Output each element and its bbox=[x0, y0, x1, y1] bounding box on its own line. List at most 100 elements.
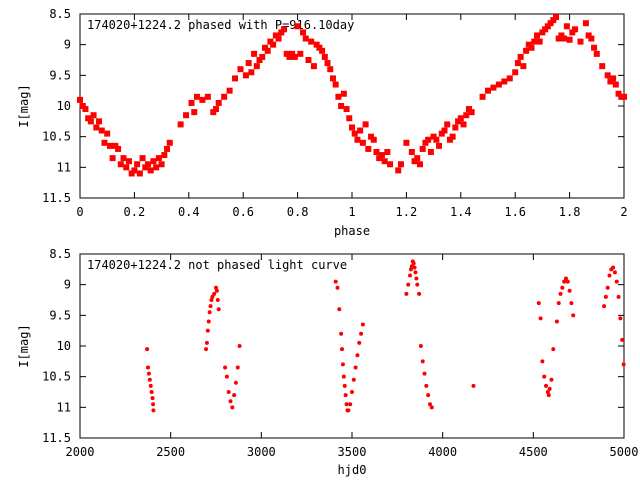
phased-data-point bbox=[582, 20, 589, 27]
phased-data-point bbox=[316, 44, 323, 51]
phased-data-point bbox=[90, 112, 97, 119]
unphased-data-point bbox=[340, 362, 345, 367]
phased-data-point bbox=[351, 130, 358, 137]
phased-data-point bbox=[460, 121, 467, 128]
phased-data-point bbox=[615, 90, 622, 97]
phased-data-point bbox=[161, 152, 168, 159]
phased-data-point bbox=[210, 109, 217, 116]
phased-data-point bbox=[248, 69, 255, 76]
phased-data-point bbox=[332, 81, 339, 88]
unphased-data-point bbox=[342, 383, 347, 388]
phased-x-tick-label: 1.2 bbox=[396, 205, 418, 219]
unphased-data-point bbox=[212, 291, 217, 296]
unphased-data-point bbox=[408, 273, 413, 278]
phased-data-point bbox=[245, 60, 252, 67]
phased-x-tick-label: 0.6 bbox=[232, 205, 254, 219]
unphased-data-point bbox=[554, 319, 559, 324]
phased-ticks: 0 0.2 0.4 0.6 0.8 1 1.2 1.4 1.6 1.8 2 8.5 9 9.5 10 10.5… bbox=[42, 7, 628, 219]
phased-data-point bbox=[506, 75, 513, 82]
phased-data-point bbox=[302, 35, 309, 42]
phased-data-point bbox=[275, 35, 282, 42]
phased-data-point bbox=[101, 139, 108, 146]
unphased-data-point bbox=[544, 383, 549, 388]
unphased-data-point bbox=[333, 279, 338, 284]
phased-data-point bbox=[517, 53, 524, 60]
phased-data-point bbox=[417, 161, 423, 168]
phased-data-point bbox=[142, 164, 149, 171]
unphased-data-point bbox=[223, 365, 228, 370]
phased-data-point bbox=[267, 38, 274, 45]
phased-data-point bbox=[419, 145, 426, 152]
phased-data-point bbox=[115, 145, 122, 152]
phased-data-point bbox=[485, 87, 491, 94]
unphased-data-point bbox=[210, 294, 215, 299]
phased-data-point bbox=[112, 142, 119, 149]
phased-data-point bbox=[338, 103, 345, 109]
phased-data-point bbox=[270, 41, 277, 48]
phased-data-point bbox=[528, 44, 535, 51]
phased-data-point bbox=[278, 29, 285, 36]
unphased-data-point bbox=[563, 276, 568, 281]
unphased-data-point bbox=[341, 374, 346, 379]
phased-data-point bbox=[525, 41, 532, 48]
unphased-data-point bbox=[546, 393, 551, 398]
phased-data-point bbox=[387, 161, 394, 168]
phased-y-tick-label: 11 bbox=[57, 160, 71, 174]
unphased-data-point bbox=[204, 347, 209, 352]
phased-data-point bbox=[588, 35, 595, 42]
unphased-data-point bbox=[355, 353, 360, 358]
unphased-data-point bbox=[204, 340, 209, 345]
unphased-data-point bbox=[360, 322, 365, 327]
unphased-data-point bbox=[427, 402, 432, 407]
phased-data-point bbox=[335, 93, 342, 100]
unphased-data-point bbox=[412, 265, 417, 270]
phased-data-point bbox=[612, 81, 619, 88]
phased-data-point bbox=[283, 50, 290, 57]
phased-data-point bbox=[395, 167, 402, 174]
unphased-data-point bbox=[560, 285, 565, 290]
phased-data-point bbox=[512, 69, 519, 76]
phased-data-point bbox=[177, 121, 184, 128]
phased-data-point bbox=[324, 60, 331, 67]
phased-x-tick-label: 0 bbox=[76, 205, 83, 219]
phased-x-axis-label: phase bbox=[334, 224, 370, 238]
phased-data-point bbox=[199, 96, 206, 103]
unphased-data-point bbox=[616, 294, 621, 299]
phased-data-point bbox=[585, 32, 592, 39]
phased-data-point bbox=[264, 47, 271, 54]
phased-data-point bbox=[531, 38, 538, 45]
unphased-data-point bbox=[549, 377, 554, 382]
unphased-data-point bbox=[536, 301, 541, 306]
phased-data-point bbox=[123, 164, 130, 171]
phased-data-point bbox=[381, 158, 388, 165]
phased-data-point bbox=[281, 26, 287, 33]
phased-data-point bbox=[128, 170, 135, 177]
unphased-data-point bbox=[215, 298, 220, 302]
phased-y-axis-label: I[mag] bbox=[17, 84, 31, 127]
phased-data-point bbox=[368, 133, 375, 140]
phased-data-point bbox=[433, 136, 440, 143]
phased-data-point bbox=[109, 155, 116, 162]
phased-data-point bbox=[193, 93, 200, 100]
unphased-data-point bbox=[612, 270, 617, 275]
phased-data-point bbox=[558, 32, 565, 39]
unphased-x-axis-label: hjd0 bbox=[338, 463, 367, 477]
unphased-data-point bbox=[147, 377, 152, 382]
phased-data-point bbox=[359, 139, 366, 146]
unphased-data-point bbox=[547, 386, 552, 391]
phased-data-point bbox=[495, 81, 502, 88]
unphased-data-point bbox=[228, 399, 233, 404]
phased-data-point bbox=[308, 38, 315, 45]
unphased-data-point bbox=[418, 344, 423, 348]
unphased-data-point bbox=[471, 383, 476, 388]
unphased-data-point bbox=[545, 390, 550, 394]
unphased-data-point bbox=[404, 291, 409, 296]
phased-data-point bbox=[164, 145, 171, 152]
phased-data-point bbox=[607, 78, 614, 85]
unphased-data-point bbox=[357, 340, 362, 345]
phased-data-point bbox=[183, 112, 190, 119]
phased-data-point bbox=[520, 63, 527, 70]
unphased-data-point bbox=[346, 408, 351, 413]
phased-chart-title: 174020+1224.2 phased with P=916.10day bbox=[87, 18, 354, 32]
